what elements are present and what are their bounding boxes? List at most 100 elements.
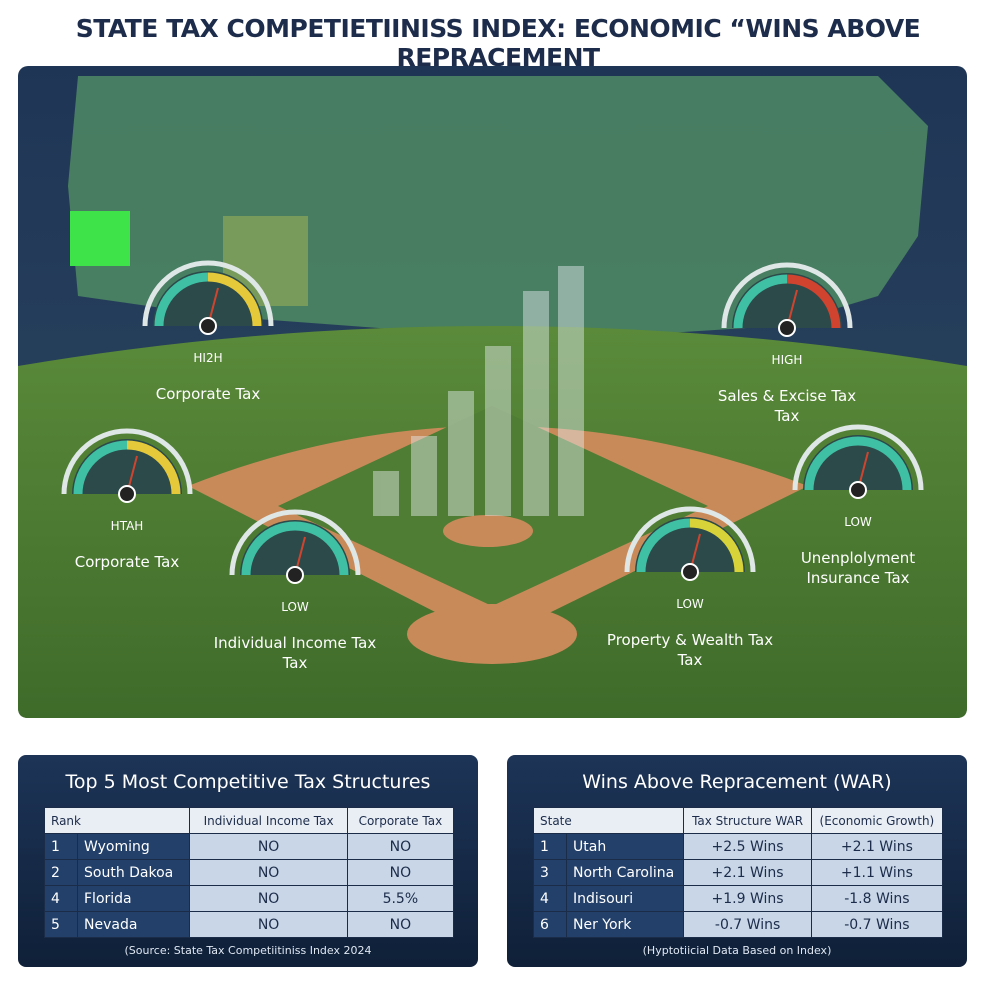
gauge-level: HI2H xyxy=(193,351,222,365)
cell: NO xyxy=(346,911,455,938)
gauge-arc xyxy=(804,436,859,491)
table-title: Wins Above Repracement (WAR) xyxy=(582,771,892,793)
table-title: Top 5 Most Competitive Tax Structures xyxy=(65,771,431,793)
gauge-label: Tax xyxy=(677,651,703,669)
footnote: (Source: State Tax Competiitiniss Index … xyxy=(124,944,372,957)
row-label: South Dakoa xyxy=(76,859,191,886)
gauge-label: Insurance Tax xyxy=(806,569,909,587)
cell: +2.1 Wins xyxy=(683,859,812,886)
gauge-label: Sales & Excise Tax xyxy=(718,387,856,405)
gauge-rim xyxy=(142,260,274,327)
cell: NO xyxy=(189,859,348,886)
row-label: 6 xyxy=(533,911,567,938)
gauge-label: Corporate Tax xyxy=(156,385,261,403)
table-row: 5 Nevada NO NO xyxy=(44,911,455,938)
gauge-arc xyxy=(154,272,209,327)
gauge-rim xyxy=(229,509,361,576)
row-label: 5 xyxy=(44,911,78,938)
gauge-rim xyxy=(61,428,193,495)
header-row: State Tax Structure WAR (Economic Growth) xyxy=(532,807,944,834)
cell: +2.1 Wins xyxy=(810,833,944,860)
gauge-level: LOW xyxy=(676,597,704,611)
gauge-rim xyxy=(721,262,853,329)
cell: NO xyxy=(189,885,348,912)
footnote: (Hyptotiicial Data Based on Index) xyxy=(642,944,832,957)
gauge-arc xyxy=(126,440,181,495)
rising-bars xyxy=(373,266,584,516)
gauge-level: LOW xyxy=(844,515,872,529)
gauge-hub xyxy=(681,563,699,581)
header-cell: (Economic Growth) xyxy=(810,807,944,834)
gauge-arc xyxy=(73,440,128,495)
gauge-arc xyxy=(733,274,788,329)
gauge-arc xyxy=(786,274,841,329)
cell: NO xyxy=(189,911,348,938)
illustration: HI2H Corporate Tax HIGH Sales & Excise Tax T… xyxy=(18,66,967,718)
row-label: Indisouri xyxy=(565,885,685,912)
cell: -0.7 Wins xyxy=(810,911,944,938)
gauge-label: Individual Income Tax xyxy=(214,634,377,652)
table-row: 6 Ner York -0.7 Wins -0.7 Wins xyxy=(533,911,944,938)
row-label: 1 xyxy=(533,833,567,860)
gauge-arc xyxy=(207,272,262,327)
cell: -1.8 Wins xyxy=(810,885,944,912)
gauge-level: HTAH xyxy=(111,519,144,533)
header-cell: State xyxy=(532,807,685,834)
gauge-rim xyxy=(624,506,756,573)
table-row: 2 South Dakoa NO NO xyxy=(44,859,455,886)
gauge-hub xyxy=(118,485,136,503)
table-row: 1 Wyoming NO NO xyxy=(44,833,455,860)
header-row: Rank Individual Income Tax Corporate Tax xyxy=(43,807,455,834)
gauge-arc xyxy=(857,436,912,491)
table-panel: Top 5 Most Competitive Tax Structures Ran… xyxy=(18,755,478,967)
table: State Tax Structure WAR (Economic Growth) 1… xyxy=(532,807,944,938)
gauge-label: Unenplolyment xyxy=(801,549,915,567)
row-label: Ner York xyxy=(565,911,685,938)
gauge-hub xyxy=(849,481,867,499)
cell: NO xyxy=(189,833,348,860)
row-label: Wyoming xyxy=(76,833,191,860)
row-label: 1 xyxy=(44,833,78,860)
gauge-label: Tax xyxy=(282,654,308,672)
cell: NO xyxy=(346,833,455,860)
table-row: 3 North Carolina +2.1 Wins +1.1 Wins xyxy=(533,859,944,886)
cell: NO xyxy=(346,859,455,886)
table-row: 1 Utah +2.5 Wins +2.1 Wins xyxy=(533,833,944,860)
cell: -0.7 Wins xyxy=(683,911,812,938)
gauge-arc xyxy=(294,521,349,576)
row-label: North Carolina xyxy=(565,859,685,886)
gauge-hub xyxy=(199,317,217,335)
table: Rank Individual Income Tax Corporate Tax 1 W… xyxy=(43,807,455,938)
gauge-hub xyxy=(778,319,796,337)
gauge-arc xyxy=(241,521,296,576)
cell: 5.5% xyxy=(346,885,455,912)
gauge-level: LOW xyxy=(281,600,309,614)
table-row: 4 Florida NO 5.5% xyxy=(44,885,455,912)
header-cell: Corporate Tax xyxy=(346,807,455,834)
gauge-level: HIGH xyxy=(772,353,803,367)
header-cell: Individual Income Tax xyxy=(189,807,348,834)
row-label: 4 xyxy=(533,885,567,912)
row-label: 3 xyxy=(533,859,567,886)
gauge-label: Corporate Tax xyxy=(75,553,180,571)
header-cell: Rank xyxy=(43,807,191,834)
row-label: Florida xyxy=(76,885,191,912)
gauge-arc xyxy=(636,518,691,573)
state-highlight xyxy=(70,211,130,266)
infield-grass xyxy=(278,406,708,606)
cell: +1.1 Wins xyxy=(810,859,944,886)
gauge-label: Property & Wealth Tax xyxy=(607,631,773,649)
row-label: 4 xyxy=(44,885,78,912)
row-label: 2 xyxy=(44,859,78,886)
mound xyxy=(443,515,533,547)
gauge-rim xyxy=(792,424,924,491)
gauge-arc xyxy=(689,518,744,573)
row-label: Utah xyxy=(565,833,685,860)
gauge-label: Tax xyxy=(774,407,800,425)
cell: +1.9 Wins xyxy=(683,885,812,912)
title: STATE TAX COMPETIETIINISS INDEX: ECONOMI… xyxy=(75,14,921,72)
table-row: 4 Indisouri +1.9 Wins -1.8 Wins xyxy=(533,885,944,912)
cell: +2.5 Wins xyxy=(683,833,812,860)
table-panel: Wins Above Repracement (WAR) State Tax Str… xyxy=(507,755,967,967)
